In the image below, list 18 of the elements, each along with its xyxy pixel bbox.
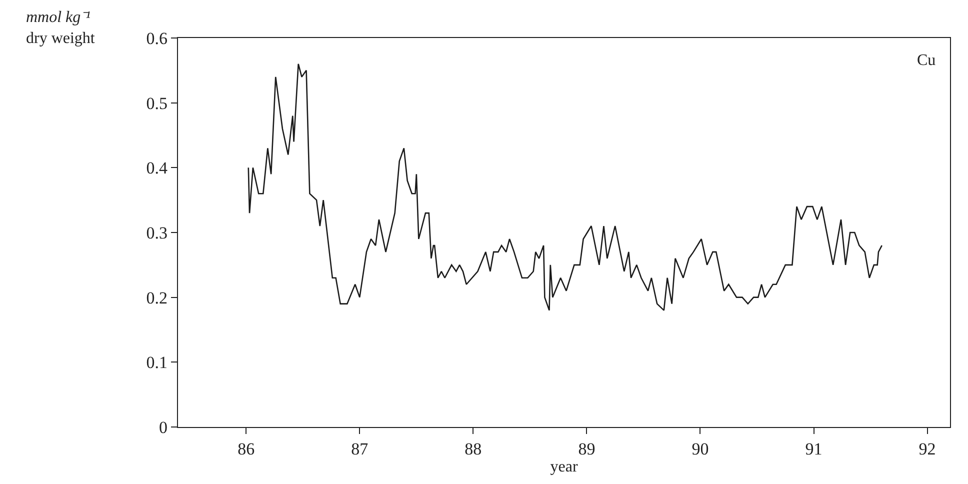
x-axis-title: year [550, 458, 578, 476]
y-tick-label: 0.4 [146, 158, 168, 178]
y-tick-label: 0.2 [146, 288, 168, 308]
y-tick-label: 0.5 [146, 94, 168, 113]
x-tick-label: 89 [578, 440, 596, 458]
y-tick-label: 0.3 [146, 223, 168, 242]
y-tick-label: 0.6 [146, 28, 168, 48]
x-tick-label: 86 [238, 440, 255, 458]
annotation: Cu [917, 52, 936, 69]
x-tick-label: 92 [918, 440, 936, 458]
x-tick-label: 88 [464, 440, 482, 458]
line-series [248, 63, 883, 311]
x-tick-label: 90 [692, 440, 709, 458]
x-tick-label: 91 [805, 440, 822, 458]
y-tick-label: 0.1 [146, 353, 168, 372]
y-axis-title: mmol kg⁻¹ dry weight [26, 9, 96, 47]
x-tick-label: 87 [351, 440, 369, 458]
y-tick-label: 0 [159, 418, 168, 437]
